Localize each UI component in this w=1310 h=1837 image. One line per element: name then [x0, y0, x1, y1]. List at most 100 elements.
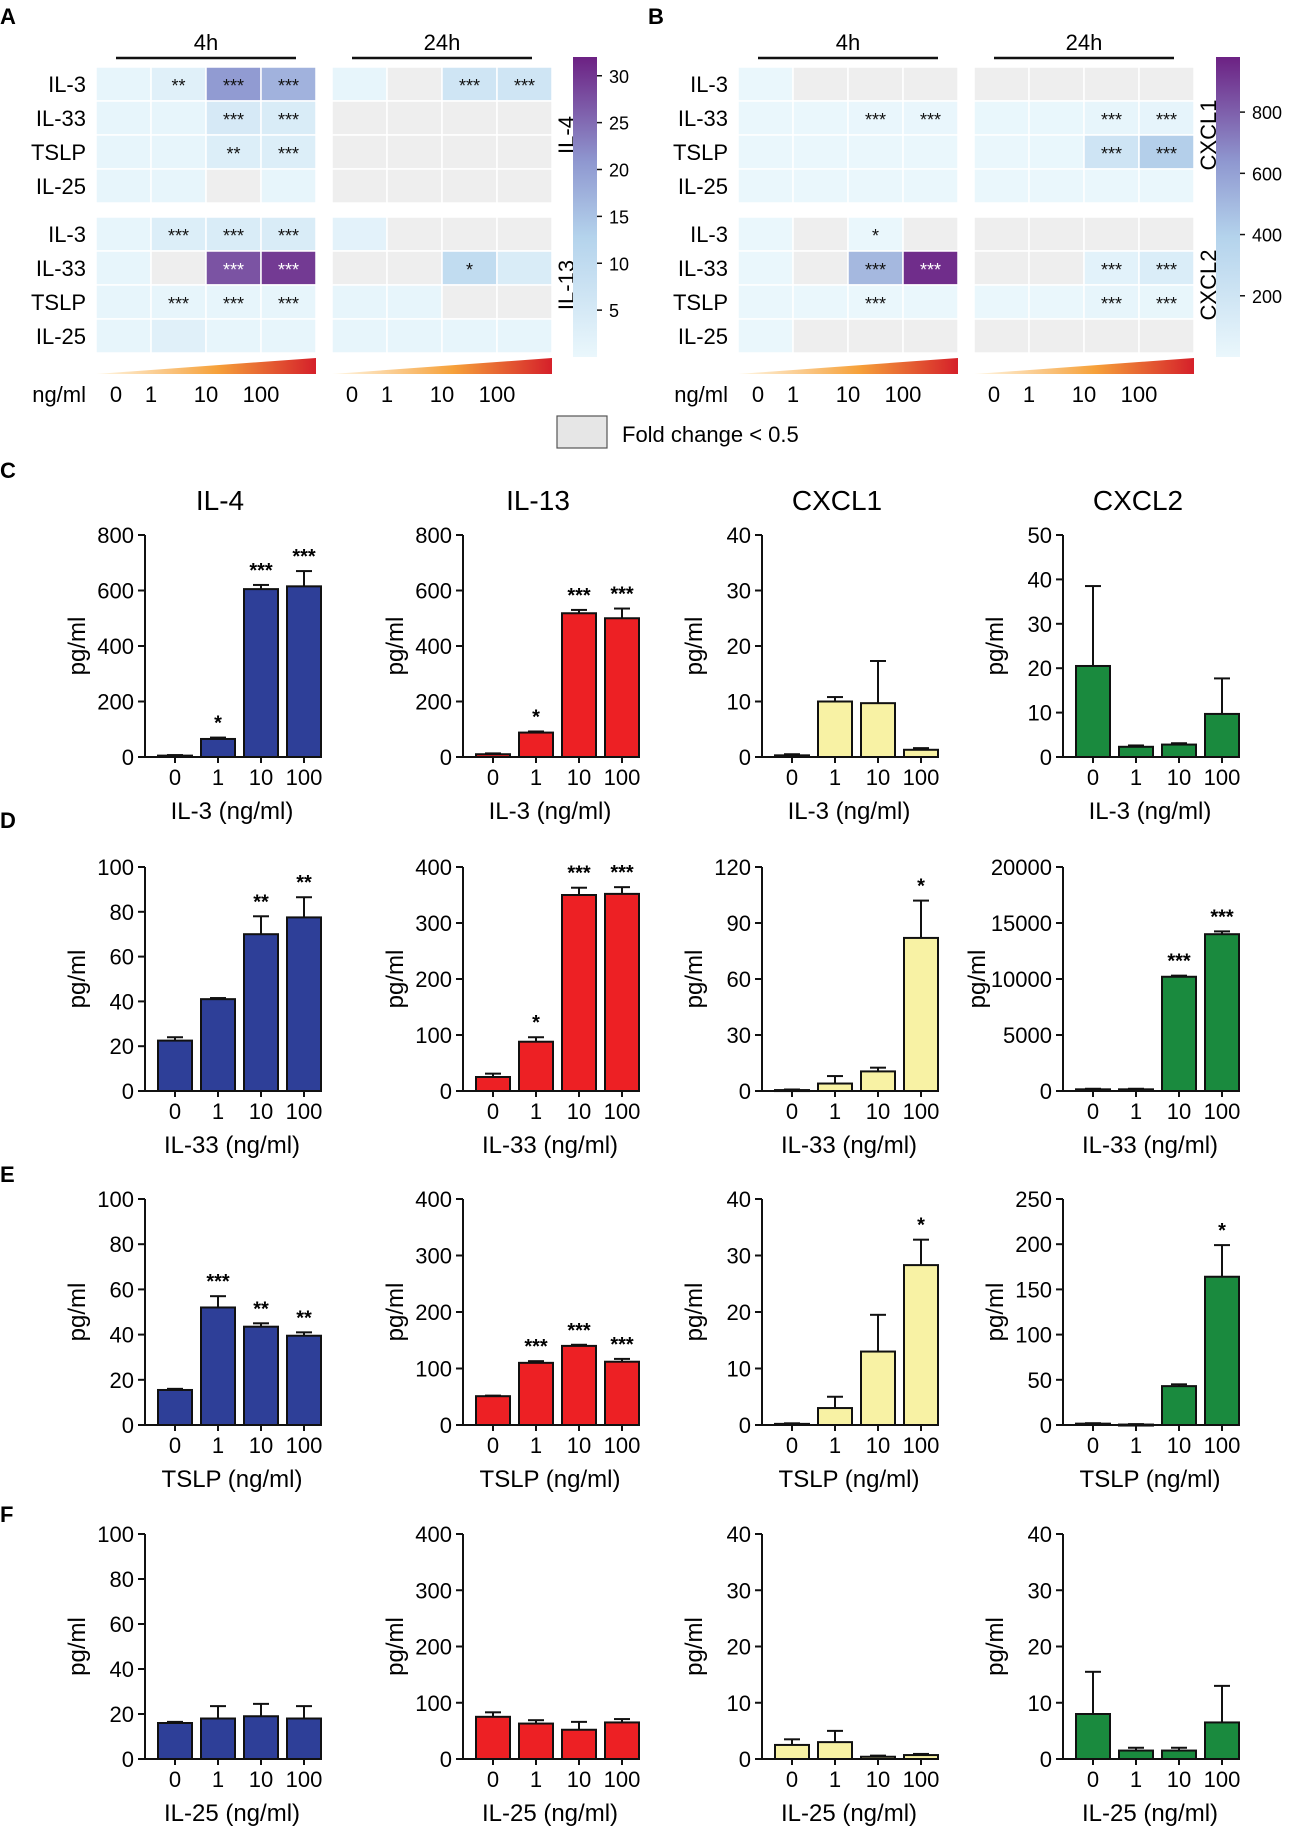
heatmap-cell [1028, 100, 1085, 136]
heatmap-cell [331, 216, 388, 252]
significance-mark: *** [1167, 951, 1191, 973]
y-tick-label: 0 [739, 745, 751, 770]
heatmap-cell [95, 66, 152, 102]
time-label: 24h [424, 30, 461, 55]
heatmap-cell [1083, 318, 1140, 354]
colorbar-tick-label: 25 [609, 114, 629, 134]
dose-tick-label: 0 [110, 382, 122, 407]
significance-mark: *** [865, 294, 886, 314]
bar [1161, 743, 1197, 758]
x-axis-label: IL-25 (ng/ml) [1082, 1800, 1218, 1827]
bar [561, 894, 597, 1092]
y-axis-label: pg/ml [681, 1283, 708, 1342]
y-tick-label: 10 [727, 1691, 751, 1716]
heatmap-cell [496, 134, 553, 170]
colorbar-tick-label: 600 [1252, 164, 1282, 184]
heatmap-cell [1083, 100, 1140, 136]
x-axis-label: TSLP (ng/ml) [779, 1466, 920, 1493]
heatmap-cell [441, 134, 498, 170]
heatmap-cell [847, 318, 904, 354]
heatmap-cell [260, 250, 317, 286]
bar [286, 916, 322, 1093]
heatmap-cell [331, 168, 388, 204]
x-tick-label: 100 [1204, 765, 1241, 790]
significance-mark: *** [514, 76, 535, 96]
bar [903, 936, 939, 1093]
heatmap-cell [737, 168, 794, 204]
heatmap-cell [902, 168, 959, 204]
y-tick-label: 400 [415, 855, 452, 880]
y-tick-label: 300 [415, 1578, 452, 1603]
heatmap-cell [386, 284, 443, 320]
dose-gradient-triangle [332, 358, 552, 374]
x-axis-label: TSLP (ng/ml) [1080, 1466, 1221, 1493]
y-tick-label: 200 [415, 690, 452, 715]
significance-mark: * [917, 1215, 925, 1237]
x-tick-label: 10 [567, 1433, 591, 1458]
panel-letter-a: A [0, 4, 16, 29]
y-tick-label: 100 [97, 1187, 134, 1212]
heatmap-cell [1138, 134, 1195, 170]
bar [200, 1306, 236, 1426]
bar [1075, 1088, 1111, 1092]
heatmap-cell [973, 100, 1030, 136]
x-tick-label: 10 [866, 1099, 890, 1124]
x-axis-label: IL-25 (ng/ml) [781, 1800, 917, 1827]
x-tick-label: 100 [604, 765, 641, 790]
y-tick-label: 40 [727, 1522, 751, 1547]
y-axis-label: pg/ml [382, 617, 409, 676]
y-tick-label: 400 [415, 1187, 452, 1212]
bar [1204, 1721, 1240, 1760]
row-label: TSLP [673, 290, 728, 315]
bar [1204, 1275, 1240, 1427]
significance-mark: *** [223, 226, 244, 246]
heatmap-cell [737, 250, 794, 286]
panel-letter-c: C [0, 458, 16, 483]
x-tick-label: 1 [530, 765, 542, 790]
bar [1204, 712, 1240, 759]
significance-mark: *** [278, 76, 299, 96]
bar [1161, 1385, 1197, 1427]
x-tick-label: 0 [169, 765, 181, 790]
heatmap-cell [1028, 216, 1085, 252]
heatmap-cell [1028, 168, 1085, 204]
x-axis-label: IL-33 (ng/ml) [164, 1132, 300, 1159]
heatmap-cell [386, 66, 443, 102]
y-tick-label: 0 [739, 1413, 751, 1438]
dose-tick-label: 10 [836, 382, 860, 407]
heatmap-cell [1083, 134, 1140, 170]
significance-mark: *** [1156, 294, 1177, 314]
chart-title: IL-13 [506, 485, 570, 516]
y-tick-label: 20 [1028, 656, 1052, 681]
dose-tick-label: 1 [787, 382, 799, 407]
x-tick-label: 100 [903, 1433, 940, 1458]
x-tick-label: 0 [487, 1767, 499, 1792]
heatmap-cell [847, 66, 904, 102]
y-tick-label: 0 [1040, 1747, 1052, 1772]
x-tick-label: 0 [786, 1433, 798, 1458]
x-tick-label: 0 [1087, 765, 1099, 790]
x-tick-label: 1 [212, 1433, 224, 1458]
heatmap-cell [973, 284, 1030, 320]
heatmap-cell [737, 134, 794, 170]
x-axis-label: IL-3 (ng/ml) [171, 798, 294, 825]
y-tick-label: 200 [1015, 1232, 1052, 1257]
x-tick-label: 1 [212, 1767, 224, 1792]
significance-mark: *** [278, 110, 299, 130]
x-tick-label: 10 [249, 765, 273, 790]
x-tick-label: 1 [530, 1433, 542, 1458]
heatmap-cell [205, 318, 262, 354]
heatmap-cell [150, 100, 207, 136]
x-tick-label: 10 [567, 765, 591, 790]
dose-tick-label: 1 [145, 382, 157, 407]
dose-tick-label: 0 [752, 382, 764, 407]
x-tick-label: 0 [1087, 1099, 1099, 1124]
significance-mark: ** [296, 1307, 312, 1329]
heatmap-cell [1028, 318, 1085, 354]
significance-mark: *** [865, 260, 886, 280]
heatmap-cell [386, 134, 443, 170]
dose-axis-label: ng/ml [674, 382, 728, 407]
colorbar-tick-label: 30 [609, 67, 629, 87]
x-tick-label: 100 [903, 1767, 940, 1792]
y-tick-label: 0 [122, 1413, 134, 1438]
